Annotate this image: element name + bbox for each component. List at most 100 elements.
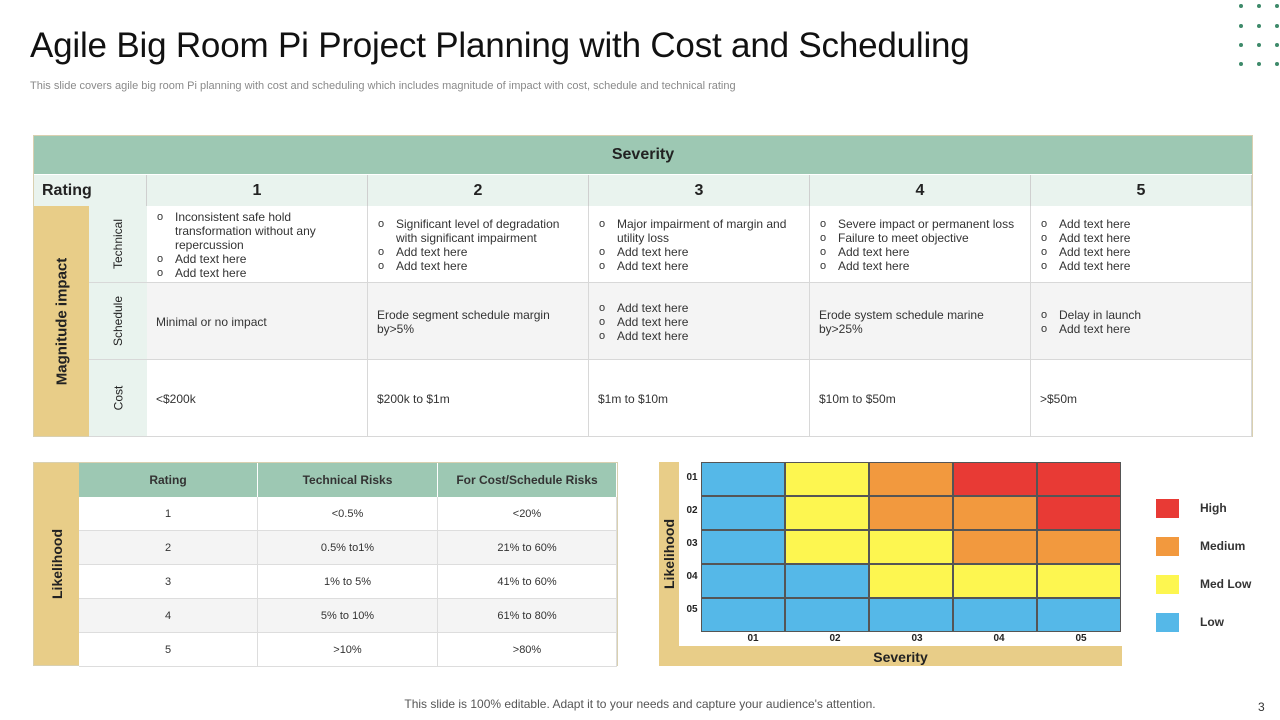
bullet-item: Inconsistent safe hold transformation wi… xyxy=(156,210,358,252)
likelihood-table: Likelihood Rating Technical Risks For Cost… xyxy=(33,462,618,667)
heatmap-cell xyxy=(953,530,1037,564)
page-title: Agile Big Room Pi Project Planning with … xyxy=(30,26,970,65)
bullet-item: Add text here xyxy=(598,259,800,273)
heatmap-cell xyxy=(1037,496,1121,530)
bullet-item: Add text here xyxy=(819,259,1014,273)
heatmap-cell xyxy=(701,598,785,632)
heatmap-x-tick: 01 xyxy=(747,633,759,644)
likelihood-side-text: Likelihood xyxy=(48,529,65,599)
bullet-list: Add text hereAdd text hereAdd text here xyxy=(598,301,688,343)
severity-cell: Add text hereAdd text hereAdd text here xyxy=(589,283,810,360)
likelihood-cell: 3 xyxy=(79,565,258,599)
cell-text: $10m to $50m xyxy=(819,391,896,406)
severity-cell: Delay in launchAdd text here xyxy=(1031,283,1252,360)
heatmap-cell xyxy=(953,598,1037,632)
likelihood-cell: <20% xyxy=(438,497,617,531)
category-label: Technical xyxy=(111,218,125,270)
bullet-item: Add text here xyxy=(1040,259,1130,273)
heatmap-cell xyxy=(1037,462,1121,496)
severity-cell: $1m to $10m xyxy=(589,360,810,437)
bullet-item: Add text here xyxy=(819,245,1014,259)
heatmap-y-tick: 01 xyxy=(686,472,698,483)
category-technical: Technical xyxy=(89,206,147,283)
severity-cell: $10m to $50m xyxy=(810,360,1031,437)
bullet-item: Significant level of degradation with si… xyxy=(377,217,579,245)
bullet-item: Add text here xyxy=(377,259,579,273)
heatmap-cell xyxy=(785,530,869,564)
cell-text: $1m to $10m xyxy=(598,391,669,406)
rating-col-2: 2 xyxy=(368,175,589,206)
legend-swatch-medium xyxy=(1156,537,1179,556)
likelihood-header: Rating xyxy=(79,463,258,497)
bullet-item: Add text here xyxy=(598,315,688,329)
heatmap-cell xyxy=(701,530,785,564)
bullet-item: Add text here xyxy=(156,252,358,266)
bullet-item: Severe impact or permanent loss xyxy=(819,217,1014,231)
heatmap-y-tick: 05 xyxy=(686,604,698,615)
cell-text: $200k to $1m xyxy=(377,391,450,406)
cell-text: Erode system schedule marine by>25% xyxy=(819,307,984,336)
heatmap-y-axis-label: Likelihood xyxy=(659,462,679,646)
cell-text: <$200k xyxy=(156,391,196,406)
heatmap-cell xyxy=(701,462,785,496)
heatmap-cell xyxy=(869,598,953,632)
severity-cell: Inconsistent safe hold transformation wi… xyxy=(147,206,368,283)
rating-col-4: 4 xyxy=(810,175,1031,206)
likelihood-cell: >80% xyxy=(438,633,617,667)
severity-cell: Erode segment schedule margin by>5% xyxy=(368,283,589,360)
heatmap-cell xyxy=(785,462,869,496)
legend-swatch-high xyxy=(1156,499,1179,518)
bullet-item: Major impairment of margin and utility l… xyxy=(598,217,800,245)
bullet-list: Severe impact or permanent lossFailure t… xyxy=(819,217,1014,273)
rating-col-5: 5 xyxy=(1031,175,1252,206)
cell-text: >$50m xyxy=(1040,391,1078,406)
heatmap-cell xyxy=(953,564,1037,598)
likelihood-cell: 61% to 80% xyxy=(438,599,617,633)
bullet-item: Add text here xyxy=(1040,217,1130,231)
likelihood-side-label: Likelihood xyxy=(34,463,79,665)
bullet-item: Add text here xyxy=(1040,322,1141,336)
heatmap-cell xyxy=(953,496,1037,530)
legend-label-medium: Medium xyxy=(1200,539,1246,553)
severity-cell: Major impairment of margin and utility l… xyxy=(589,206,810,283)
bullet-item: Add text here xyxy=(598,245,800,259)
likelihood-cell: 1 xyxy=(79,497,258,531)
heatmap-cell xyxy=(1037,530,1121,564)
bullet-item: Add text here xyxy=(598,329,688,343)
category-label: Cost xyxy=(111,385,125,411)
severity-row xyxy=(147,360,1252,437)
bullet-item: Add text here xyxy=(156,266,358,280)
severity-header: Severity xyxy=(34,136,1252,175)
footer-note: This slide is 100% editable. Adapt it to… xyxy=(404,697,876,711)
severity-cell: Severe impact or permanent lossFailure t… xyxy=(810,206,1031,283)
likelihood-cell: 1% to 5% xyxy=(258,565,438,599)
heatmap-cell xyxy=(869,496,953,530)
rating-col-3: 3 xyxy=(589,175,810,206)
likelihood-cell: 2 xyxy=(79,531,258,565)
bullet-item: Add text here xyxy=(598,301,688,315)
heatmap-x-tick: 04 xyxy=(993,633,1005,644)
rating-label: Rating xyxy=(34,175,147,206)
heatmap-x-tick: 03 xyxy=(911,633,923,644)
likelihood-cell: 0.5% to1% xyxy=(258,531,438,565)
heatmap-cell xyxy=(953,462,1037,496)
category-schedule: Schedule xyxy=(89,283,147,360)
heatmap-cell xyxy=(869,462,953,496)
severity-cell: <$200k xyxy=(147,360,368,437)
likelihood-cell: 21% to 60% xyxy=(438,531,617,565)
heatmap-cell xyxy=(785,598,869,632)
bullet-list: Inconsistent safe hold transformation wi… xyxy=(156,210,358,280)
heatmap-y-axis-text: Likelihood xyxy=(661,519,677,589)
magnitude-impact-text: Magnitude impact xyxy=(53,257,71,385)
bullet-list: Significant level of degradation with si… xyxy=(377,217,579,273)
likelihood-cell: 41% to 60% xyxy=(438,565,617,599)
severity-cell: Minimal or no impact xyxy=(147,283,368,360)
legend-label-low: Low xyxy=(1200,615,1224,629)
cell-text: Erode segment schedule margin by>5% xyxy=(377,307,550,336)
heatmap-cell xyxy=(1037,598,1121,632)
severity-cell: >$50m xyxy=(1031,360,1252,437)
decorative-dots xyxy=(1236,0,1280,66)
severity-cell: Add text hereAdd text hereAdd text hereA… xyxy=(1031,206,1252,283)
likelihood-cell: >10% xyxy=(258,633,438,667)
